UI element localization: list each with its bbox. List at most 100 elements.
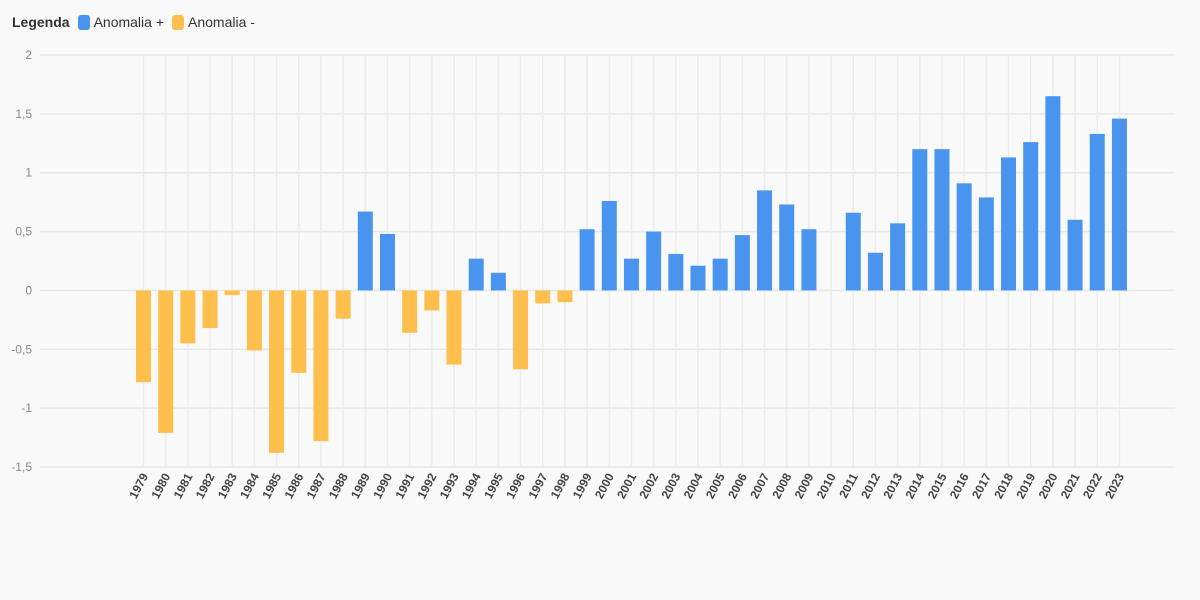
bar-1986[interactable] — [291, 290, 307, 373]
x-tick-label: 2010 — [814, 471, 839, 501]
x-tick-label: 1996 — [503, 471, 528, 501]
x-tick-label: 1997 — [525, 471, 550, 501]
x-tick-label: 2020 — [1036, 471, 1061, 501]
bar-2002[interactable] — [646, 231, 662, 291]
y-tick-label: -1 — [21, 401, 32, 415]
x-tick-label: 2018 — [991, 471, 1016, 501]
bar-2023[interactable] — [1111, 118, 1127, 291]
bar-2021[interactable] — [1067, 219, 1083, 291]
x-tick-label: 1985 — [259, 471, 284, 501]
bar-1988[interactable] — [335, 290, 351, 319]
bar-2013[interactable] — [890, 223, 906, 291]
bar-1990[interactable] — [379, 233, 395, 291]
bar-2020[interactable] — [1045, 96, 1061, 291]
legend: Legenda Anomalia + Anomalia - — [12, 12, 263, 32]
bar-1980[interactable] — [158, 290, 174, 433]
bar-2019[interactable] — [1023, 142, 1039, 291]
x-tick-label: 1991 — [392, 471, 417, 501]
x-tick-label: 2016 — [947, 471, 972, 501]
y-tick-label: -1,5 — [11, 460, 32, 474]
bar-1989[interactable] — [357, 211, 373, 291]
bar-2006[interactable] — [734, 235, 750, 291]
x-tick-label: 2002 — [636, 471, 661, 501]
bar-1982[interactable] — [202, 290, 218, 329]
x-tick-label: 2007 — [747, 471, 772, 501]
x-tick-label: 1980 — [148, 471, 173, 501]
bar-2009[interactable] — [801, 229, 817, 291]
bar-1984[interactable] — [246, 290, 262, 351]
x-tick-label: 2021 — [1058, 471, 1083, 501]
x-tick-label: 2014 — [903, 471, 928, 501]
bar-1987[interactable] — [313, 290, 329, 442]
bar-1994[interactable] — [468, 258, 484, 291]
bar-1998[interactable] — [557, 290, 573, 303]
bar-1995[interactable] — [490, 272, 506, 291]
x-tick-label: 1993 — [437, 471, 462, 501]
x-tick-label: 1999 — [570, 471, 595, 501]
bar-2015[interactable] — [934, 149, 950, 291]
bar-2018[interactable] — [1001, 157, 1017, 291]
bar-2012[interactable] — [867, 252, 883, 291]
x-tick-label: 2001 — [614, 471, 639, 501]
x-tick-label: 2019 — [1013, 471, 1038, 501]
x-tick-label: 1982 — [193, 471, 218, 501]
y-tick-label: 2 — [25, 48, 32, 62]
bar-1983[interactable] — [224, 290, 240, 296]
x-tick-label: 1990 — [370, 471, 395, 501]
bar-1981[interactable] — [180, 290, 196, 344]
legend-label-negative: Anomalia - — [188, 14, 255, 30]
legend-title: Legenda — [12, 14, 70, 30]
x-tick-label: 2009 — [792, 471, 817, 501]
bar-2014[interactable] — [912, 149, 928, 291]
x-tick-label: 2000 — [592, 471, 617, 501]
x-tick-label: 1984 — [237, 471, 262, 501]
x-tick-label: 2005 — [703, 471, 728, 501]
x-tick-label: 2023 — [1102, 471, 1127, 501]
legend-item-positive[interactable]: Anomalia + — [77, 14, 165, 30]
y-tick-label: 1,5 — [15, 107, 32, 121]
x-tick-label: 2011 — [836, 471, 861, 501]
legend-label-positive: Anomalia + — [93, 14, 165, 30]
bar-1979[interactable] — [136, 290, 151, 383]
bar-2017[interactable] — [978, 197, 994, 291]
bar-1999[interactable] — [579, 229, 595, 291]
bar-2003[interactable] — [668, 253, 684, 291]
x-tick-label: 1987 — [304, 471, 329, 501]
bar-2005[interactable] — [712, 258, 728, 291]
bar-2001[interactable] — [623, 258, 639, 291]
x-tick-label: 1986 — [282, 471, 307, 501]
bar-2016[interactable] — [956, 183, 972, 291]
x-tick-label: 1992 — [415, 471, 440, 501]
x-tick-label: 1995 — [481, 471, 506, 501]
x-tick-label: 2012 — [858, 471, 883, 501]
bar-1985[interactable] — [269, 290, 285, 453]
legend-item-negative[interactable]: Anomalia - — [172, 14, 255, 30]
y-tick-label: 1 — [25, 166, 32, 180]
bar-2004[interactable] — [690, 265, 706, 291]
legend-swatch-positive — [77, 14, 90, 30]
x-tick-label: 1989 — [348, 471, 373, 501]
bar-2000[interactable] — [601, 200, 617, 291]
x-tick-label: 1981 — [171, 471, 196, 501]
bar-2011[interactable] — [845, 212, 861, 291]
x-tick-label: 2003 — [659, 471, 684, 501]
y-tick-label: 0 — [25, 283, 32, 297]
x-tick-label: 1983 — [215, 471, 240, 501]
y-tick-label: 0,5 — [15, 225, 32, 239]
bar-1991[interactable] — [402, 290, 418, 333]
legend-swatch-negative — [172, 14, 185, 30]
bar-2022[interactable] — [1089, 133, 1105, 291]
bar-2007[interactable] — [757, 190, 773, 291]
x-tick-label: 2008 — [769, 471, 794, 501]
x-tick-label: 2004 — [681, 471, 706, 501]
bar-1992[interactable] — [424, 290, 440, 311]
bar-1996[interactable] — [513, 290, 529, 370]
bar-1997[interactable] — [535, 290, 551, 304]
bar-2008[interactable] — [779, 204, 795, 291]
x-tick-label: 1988 — [326, 471, 351, 501]
bar-1993[interactable] — [446, 290, 462, 365]
x-tick-label: 1979 — [126, 471, 151, 501]
x-tick-label: 1998 — [548, 471, 573, 501]
x-tick-label: 2015 — [925, 471, 950, 501]
